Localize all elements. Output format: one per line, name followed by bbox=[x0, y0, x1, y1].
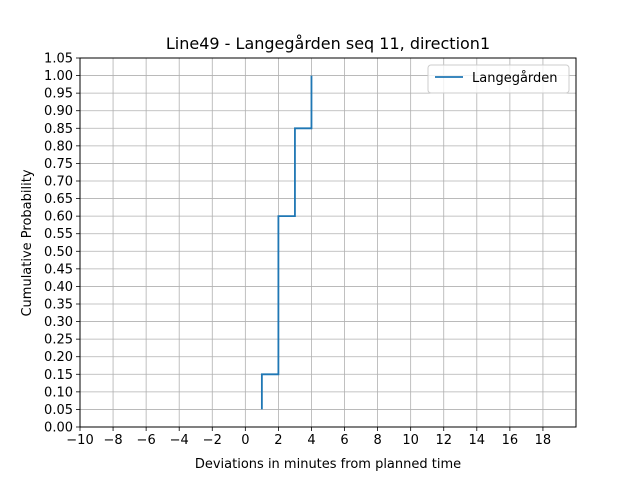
plot-area-frame bbox=[79, 57, 577, 428]
x-tick-label: −10 bbox=[66, 433, 93, 448]
y-axis-label: Cumulative Probability bbox=[20, 169, 35, 316]
y-tick-label: 0.85 bbox=[44, 122, 73, 137]
y-tick-label: 0.20 bbox=[44, 350, 73, 365]
y-tick-label: 0.90 bbox=[44, 104, 73, 119]
y-tick-label: 0.80 bbox=[44, 139, 73, 154]
x-tick-label: −8 bbox=[103, 433, 122, 448]
x-tick-label: 4 bbox=[307, 433, 315, 448]
x-tick-label: 0 bbox=[241, 433, 249, 448]
x-tick-label: 18 bbox=[535, 433, 552, 448]
x-axis-label: Deviations in minutes from planned time bbox=[195, 457, 461, 472]
series-line-0 bbox=[260, 75, 313, 410]
x-tick-label: 16 bbox=[502, 433, 519, 448]
x-axis: −10 −8 −6 −4 −2 0 2 4 6 8 10 12 14 16 18 bbox=[66, 427, 551, 448]
y-tick-label: 0.55 bbox=[44, 227, 73, 242]
legend-label: Langegården bbox=[472, 71, 558, 86]
y-tick-label: 0.15 bbox=[44, 368, 73, 383]
y-tick-label: 0.50 bbox=[44, 245, 73, 260]
x-tick-label: −2 bbox=[203, 433, 222, 448]
y-tick-label: 0.10 bbox=[44, 385, 73, 400]
chart-title: Line49 - Langegården seq 11, direction1 bbox=[166, 34, 490, 53]
y-tick-label: 1.00 bbox=[44, 69, 73, 84]
legend-box bbox=[427, 64, 570, 94]
y-tick-label: 0.60 bbox=[44, 210, 73, 225]
legend: Langegården bbox=[427, 64, 570, 94]
x-tick-label: 14 bbox=[469, 433, 486, 448]
y-tick-label: 0.40 bbox=[44, 280, 73, 295]
y-tick-label: 0.05 bbox=[44, 403, 73, 418]
x-tick-label: −4 bbox=[170, 433, 189, 448]
y-tick-label: 1.05 bbox=[44, 52, 73, 67]
x-tick-label: 8 bbox=[373, 433, 381, 448]
y-tick-label: 0.65 bbox=[44, 192, 73, 207]
y-tick-label: 0.30 bbox=[44, 315, 73, 330]
y-axis: 0.00 0.05 0.10 0.15 0.20 0.25 0.30 0.35 0.40 0.45… bbox=[44, 52, 80, 436]
y-tick-label: 0.75 bbox=[44, 157, 73, 172]
y-tick-label: 0.70 bbox=[44, 175, 73, 190]
series-layer bbox=[260, 75, 313, 410]
x-tick-label: 12 bbox=[435, 433, 452, 448]
x-tick-label: 6 bbox=[340, 433, 348, 448]
y-tick-label: 0.25 bbox=[44, 333, 73, 348]
y-tick-label: 0.35 bbox=[44, 298, 73, 313]
x-tick-label: 2 bbox=[274, 433, 282, 448]
x-tick-label: 10 bbox=[402, 433, 419, 448]
y-tick-label: 0.45 bbox=[44, 262, 73, 277]
y-tick-label: 0.00 bbox=[44, 421, 73, 436]
y-tick-label: 0.95 bbox=[44, 87, 73, 102]
x-tick-label: −6 bbox=[137, 433, 156, 448]
